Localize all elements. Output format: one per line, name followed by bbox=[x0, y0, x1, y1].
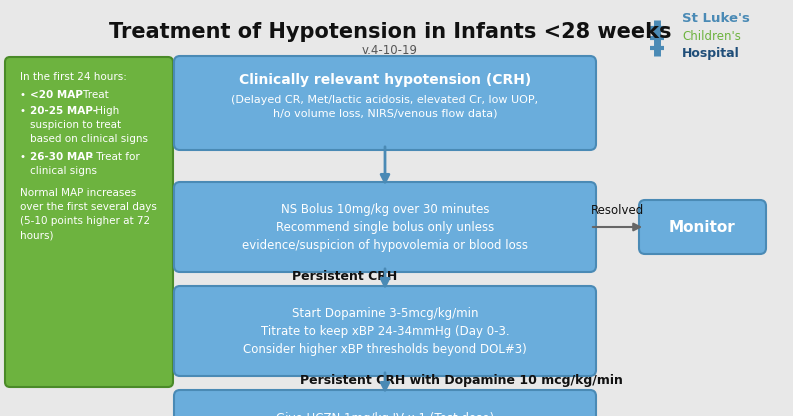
Text: - Treat for: - Treat for bbox=[86, 152, 140, 162]
Text: Hospital: Hospital bbox=[682, 47, 740, 60]
Text: High: High bbox=[92, 106, 119, 116]
Text: 26-30 MAP: 26-30 MAP bbox=[30, 152, 93, 162]
Text: NS Bolus 10mg/kg over 30 minutes
Recommend single bolus only unless
evidence/sus: NS Bolus 10mg/kg over 30 minutes Recomme… bbox=[242, 203, 528, 252]
FancyBboxPatch shape bbox=[174, 182, 596, 272]
Text: •: • bbox=[20, 152, 29, 162]
Text: (Delayed CR, Met/lactic acidosis, elevated Cr, low UOP,
h/o volume loss, NIRS/ve: (Delayed CR, Met/lactic acidosis, elevat… bbox=[232, 95, 538, 119]
Text: St Luke's: St Luke's bbox=[682, 12, 750, 25]
Text: Resolved: Resolved bbox=[591, 204, 644, 217]
Text: hours): hours) bbox=[20, 230, 53, 240]
Text: clinical signs: clinical signs bbox=[30, 166, 97, 176]
Text: 20-25 MAP-: 20-25 MAP- bbox=[30, 106, 97, 116]
Text: v.4-10-19: v.4-10-19 bbox=[362, 44, 418, 57]
Text: over the first several days: over the first several days bbox=[20, 202, 157, 212]
FancyBboxPatch shape bbox=[174, 286, 596, 376]
Text: - Treat: - Treat bbox=[76, 90, 109, 100]
Text: Start Dopamine 3-5mcg/kg/min
Titrate to keep xBP 24-34mmHg (Day 0-3.
Consider hi: Start Dopamine 3-5mcg/kg/min Titrate to … bbox=[243, 307, 527, 356]
FancyBboxPatch shape bbox=[174, 390, 596, 416]
Text: suspicion to treat: suspicion to treat bbox=[30, 120, 121, 130]
Text: <20 MAP: <20 MAP bbox=[30, 90, 83, 100]
Text: Persistent CRH with Dopamine 10 mcg/kg/min: Persistent CRH with Dopamine 10 mcg/kg/m… bbox=[300, 374, 623, 387]
Text: Children's: Children's bbox=[682, 30, 741, 43]
Text: Give HCZN 1mg/kg IV x 1 (Test dose): Give HCZN 1mg/kg IV x 1 (Test dose) bbox=[276, 412, 494, 416]
Text: Normal MAP increases: Normal MAP increases bbox=[20, 188, 136, 198]
FancyBboxPatch shape bbox=[174, 56, 596, 150]
FancyBboxPatch shape bbox=[5, 57, 173, 387]
Text: Monitor: Monitor bbox=[669, 220, 736, 235]
Text: •: • bbox=[20, 106, 29, 116]
Text: based on clinical signs: based on clinical signs bbox=[30, 134, 148, 144]
Text: Persistent CRH: Persistent CRH bbox=[293, 270, 397, 283]
Text: In the first 24 hours:: In the first 24 hours: bbox=[20, 72, 127, 82]
Text: (5-10 points higher at 72: (5-10 points higher at 72 bbox=[20, 216, 150, 226]
FancyBboxPatch shape bbox=[639, 200, 766, 254]
Text: Treatment of Hypotension in Infants <28 weeks: Treatment of Hypotension in Infants <28 … bbox=[109, 22, 671, 42]
Text: Clinically relevant hypotension (CRH): Clinically relevant hypotension (CRH) bbox=[239, 73, 531, 87]
Text: •: • bbox=[20, 90, 29, 100]
